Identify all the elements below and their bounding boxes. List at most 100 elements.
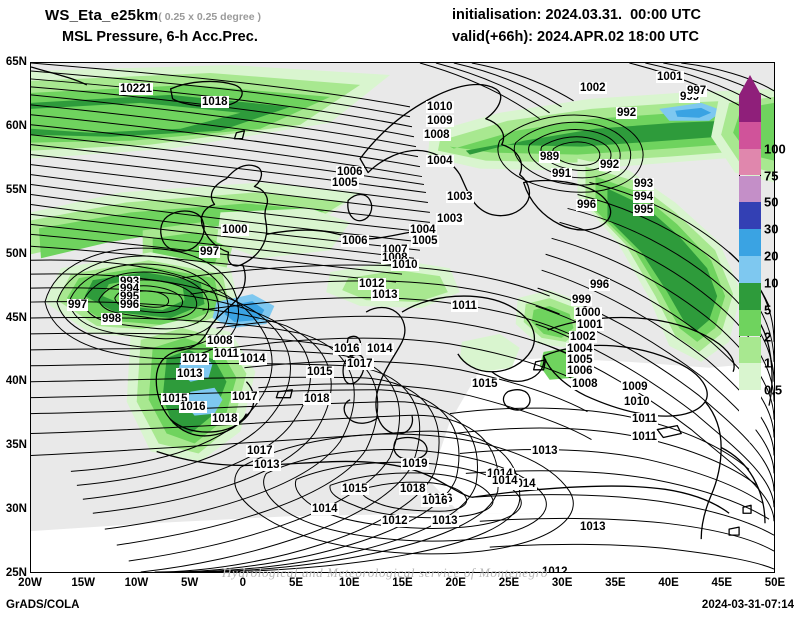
isobar-value-label: 1008	[206, 335, 234, 347]
x-axis-label: 15E	[392, 577, 413, 589]
isobar-value-label: 1001	[576, 319, 604, 331]
isobar-value-label: 1008	[571, 378, 599, 390]
model-title: WS_Eta_e25km( 0.25 x 0.25 degree )	[45, 7, 261, 24]
isobar-value-label: 1005	[331, 177, 359, 189]
isobar-value-label: 1009	[426, 115, 454, 127]
isobar-value-label: 1014	[491, 475, 519, 487]
isobar-value-label: 1001	[656, 71, 684, 83]
isobar-value-label: 10221	[119, 83, 153, 95]
isobar-value-label: 1012	[541, 566, 569, 572]
colorbar-band	[739, 148, 761, 176]
isobar-value-label: 1015	[306, 366, 334, 378]
x-axis-label: 5E	[289, 577, 304, 589]
isobar-value-label: 1016	[333, 343, 361, 355]
colorbar-band	[739, 282, 761, 310]
isobar-value-label: 1017	[246, 445, 274, 457]
isobar-value-label: 992	[616, 107, 638, 119]
isobar-value-label: 1011	[631, 431, 658, 443]
isobar-value-label: 1005	[566, 354, 594, 366]
x-axis-label: 10W	[124, 577, 149, 589]
isobar-value-label: 1006	[336, 166, 364, 178]
colorbar-tick-label: 30	[764, 221, 779, 237]
y-axis-label: 45N	[5, 311, 27, 324]
isobar-value-label: 1013	[431, 515, 459, 527]
isobar-value-label: 1003	[436, 213, 464, 225]
isobar-value-label: 1013	[371, 289, 399, 301]
isobar-value-label: 1011	[631, 413, 658, 425]
isobar-value-label: 1008	[423, 129, 451, 141]
colorbar-tick-label: 50	[764, 194, 779, 210]
isobar-value-label: 1012	[381, 515, 409, 527]
isobar-value-label: 1004	[409, 224, 437, 236]
colorbar-tick-label: 1	[764, 355, 772, 371]
x-axis-label: 0	[239, 577, 247, 589]
isobar-value-label: 1019	[401, 458, 429, 470]
field-title: MSL Pressure, 6-h Acc.Prec.	[62, 29, 258, 45]
isobar-value-label: 1018	[303, 393, 331, 405]
x-axis-label: 5W	[181, 577, 199, 589]
model-resolution: ( 0.25 x 0.25 degree )	[158, 11, 262, 23]
isobar-value-label: 991	[551, 168, 573, 180]
isobar-value-label: 995	[633, 204, 655, 216]
isobar-value-label: 996	[589, 279, 611, 291]
x-axis-label: 15W	[71, 577, 96, 589]
colorbar-band	[739, 336, 761, 364]
isobar-value-label: 999	[571, 294, 593, 306]
colorbar-tick-label: 0.5	[764, 382, 783, 398]
isobar-value-label: 1010	[426, 101, 454, 113]
isobar-value-label: 1006	[341, 235, 369, 247]
isobar-value-label: 1004	[566, 343, 594, 355]
isobar-value-label: 997	[67, 299, 89, 311]
isobar-value-label: 989	[539, 151, 561, 163]
isobar-value-label: 1006	[566, 365, 594, 377]
map-canvas	[31, 63, 774, 572]
isobar-value-label: 1014	[239, 353, 267, 365]
isobar-value-label: 1004	[426, 155, 454, 167]
isobar-value-label: 1000	[574, 307, 602, 319]
colorbar-tick-label: 100	[764, 141, 786, 157]
colorbar-band	[739, 202, 761, 230]
x-axis-label: 30E	[551, 577, 573, 589]
isobar-value-label: 1010	[623, 396, 651, 408]
weather-map[interactable]: 10221 1018 1010 1009 1008 1002 1001 999 997 992 98…	[30, 62, 775, 573]
colorbar-band	[739, 363, 761, 391]
colorbar-top-arrow	[739, 75, 761, 95]
render-timestamp: 2024-03-31-07:14	[701, 599, 794, 611]
isobar-value-label: 1015	[471, 378, 499, 390]
y-axis-label: 50N	[5, 247, 27, 260]
isobar-value-label: 1003	[446, 191, 474, 203]
isobar-value-label: 1012	[181, 353, 209, 365]
y-axis-label: 35N	[5, 439, 27, 452]
colorbar-band	[739, 309, 761, 337]
isobar-value-label: 1017	[231, 391, 259, 403]
isobar-value-label: 1018	[211, 413, 239, 425]
colorbar-tick-label: 10	[764, 275, 779, 291]
colorbar-tick-label: 2	[764, 329, 772, 344]
colorbar-tick-label: 75	[764, 168, 779, 183]
isobar-value-label: 1013	[531, 445, 559, 457]
x-axis-label: 35E	[605, 577, 626, 589]
x-axis-label: 40E	[658, 577, 679, 589]
valid-time: valid(+66h): 2024.APR.02 18:00 UTC	[452, 29, 700, 45]
y-axis-label: 40N	[5, 375, 27, 388]
x-axis-label: 50E	[764, 577, 786, 589]
isobar-value-label: 1012	[358, 278, 386, 290]
isobar-value-label: 1013	[253, 459, 281, 471]
isobar-value-label: 1016	[179, 401, 207, 413]
isobar-value-label: 996	[119, 299, 141, 311]
colorbar-band	[739, 256, 761, 283]
colorbar-band	[739, 121, 761, 149]
isobar-value-label: 992	[599, 159, 621, 171]
isobar-value-label: 1000	[221, 224, 249, 236]
y-axis-label: 25N	[5, 567, 27, 579]
colorbar-tick-label: 20	[764, 248, 779, 264]
isobar-value-label: 1016	[421, 495, 449, 507]
isobar-value-label: 1017	[346, 358, 374, 370]
isobar-value-label: 996	[576, 199, 598, 211]
isobar-value-label: 1011	[213, 348, 240, 360]
isobar-value-label: 997	[199, 246, 221, 258]
colorbar-band	[739, 229, 761, 256]
isobar-value-label: 1014	[366, 343, 394, 355]
colorbar-bottom-arrow	[739, 417, 761, 443]
